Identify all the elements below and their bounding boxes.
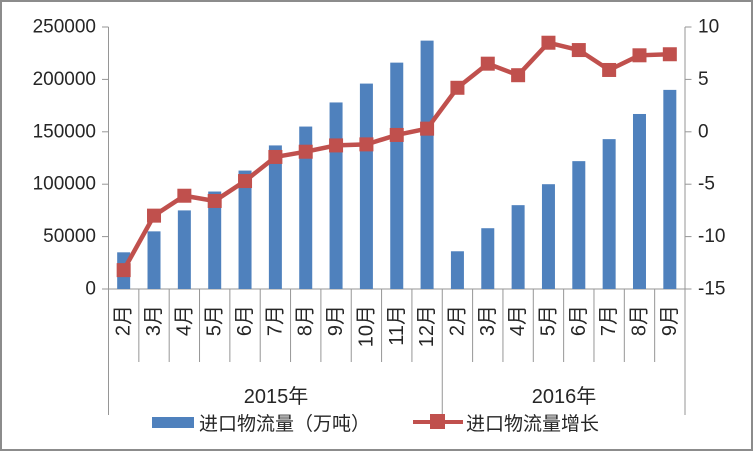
- y-axis-right-tick-label: 10: [698, 17, 719, 38]
- month-label: 4月: [507, 305, 529, 336]
- bar: [359, 83, 373, 289]
- legend-label-growth: 进口物流量增长: [466, 413, 600, 435]
- y-axis-right-tick-label: -15: [698, 279, 725, 300]
- year-group-label-2016: 2016年: [531, 386, 597, 408]
- bar: [481, 228, 495, 289]
- line-marker: [511, 68, 526, 83]
- y-axis-left-tick-label: 200000: [33, 69, 96, 90]
- y-axis-left-tick-label: 250000: [33, 17, 96, 38]
- month-label: 2月: [446, 305, 468, 336]
- bar: [541, 184, 555, 289]
- month-label: 9月: [659, 305, 681, 336]
- year-group-label-2015: 2015年: [243, 386, 309, 408]
- line-marker: [450, 80, 465, 95]
- y-axis-left-tick-label: 50000: [43, 226, 96, 247]
- line-marker: [571, 43, 586, 58]
- y-axis-right-tick-label: 0: [698, 121, 709, 142]
- line-marker: [116, 263, 131, 278]
- month-label: 3月: [143, 305, 165, 336]
- y-axis-left-tick-label: 100000: [33, 174, 96, 195]
- line-marker: [389, 127, 404, 142]
- bar: [420, 40, 434, 290]
- line-marker: [147, 208, 162, 223]
- month-label: 6月: [568, 305, 590, 336]
- bar: [390, 62, 404, 289]
- month-label: 7月: [264, 305, 286, 336]
- month-label: 10月: [355, 305, 377, 347]
- bar: [572, 161, 586, 289]
- bar: [663, 89, 677, 289]
- y-axis-right-tick-label: -5: [698, 174, 715, 195]
- line-marker: [298, 144, 313, 159]
- month-label: 7月: [598, 305, 620, 336]
- month-label: 6月: [234, 305, 256, 336]
- legend-bar-swatch-icon: [152, 416, 194, 428]
- line-marker: [359, 137, 374, 152]
- bar: [177, 210, 191, 289]
- legend-item-volume: 进口物流量（万吨）: [152, 411, 371, 435]
- month-label: 5月: [537, 305, 559, 336]
- month-label: 9月: [325, 305, 347, 336]
- legend-label-volume: 进口物流量（万吨）: [199, 413, 371, 435]
- bar: [268, 145, 282, 289]
- month-label: 3月: [477, 305, 499, 336]
- y-axis-right-tick-label: 5: [698, 69, 709, 90]
- month-label: 12月: [416, 305, 438, 347]
- month-label: 5月: [204, 305, 226, 336]
- month-label: 8月: [628, 305, 650, 336]
- legend-square-marker-icon: [430, 414, 445, 429]
- legend-line-marker-swatch-icon: [413, 414, 463, 430]
- line-marker: [207, 193, 222, 208]
- bar: [602, 139, 616, 289]
- bar: [208, 191, 222, 289]
- bar: [450, 251, 464, 289]
- line-marker: [480, 56, 495, 71]
- legend-item-growth: 进口物流量增长: [413, 411, 600, 435]
- line-marker: [238, 174, 253, 189]
- line-marker: [632, 48, 647, 63]
- bar: [299, 126, 313, 289]
- line-marker: [329, 138, 344, 153]
- line-marker: [662, 47, 677, 62]
- bar: [147, 231, 161, 289]
- month-label: 2月: [113, 305, 135, 336]
- line-marker: [602, 62, 617, 77]
- month-label: 8月: [295, 305, 317, 336]
- line-marker: [541, 35, 556, 50]
- bar: [238, 170, 252, 289]
- bar: [329, 102, 343, 290]
- month-label: 11月: [386, 305, 408, 346]
- month-label: 4月: [173, 305, 195, 336]
- line-marker: [177, 188, 192, 203]
- bar: [632, 113, 646, 289]
- y-axis-right-tick-label: -10: [698, 226, 725, 247]
- line-marker: [420, 121, 435, 136]
- y-axis-left-tick-label: 0: [85, 279, 96, 300]
- bar: [511, 205, 525, 289]
- line-marker: [268, 149, 283, 164]
- y-axis-left-tick-label: 150000: [33, 121, 96, 142]
